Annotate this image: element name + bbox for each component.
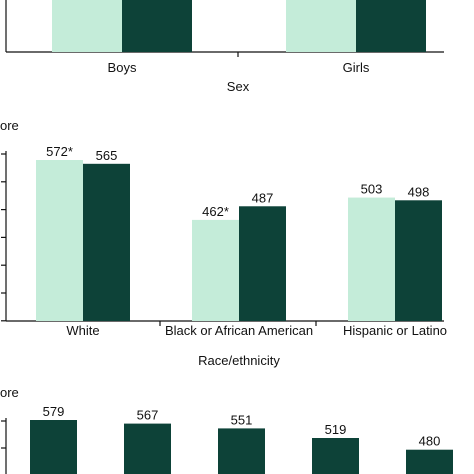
data-label-bottom-3: 519 bbox=[325, 422, 347, 437]
sex-panel: Boys Girls Sex bbox=[5, 0, 444, 94]
data-label-race-series2-1: 487 bbox=[252, 190, 274, 205]
bar-sex-series1-1 bbox=[286, 0, 356, 52]
data-label-race-series1-1: 462* bbox=[202, 204, 229, 219]
x-tick-label-hispanic: Hispanic or Latino bbox=[343, 323, 447, 338]
bar-race-series1-1 bbox=[192, 219, 239, 321]
race-x-axis-title: Race/ethnicity bbox=[198, 353, 280, 368]
bar-race-series2-0 bbox=[83, 163, 130, 321]
bar-bottom-3 bbox=[312, 438, 359, 474]
bar-bottom-4 bbox=[406, 449, 453, 474]
data-label-race-series2-0: 565 bbox=[96, 148, 118, 163]
data-label-race-series2-2: 498 bbox=[408, 184, 430, 199]
bar-bottom-2 bbox=[218, 428, 265, 474]
x-tick-label-boys: Boys bbox=[108, 60, 137, 75]
bottom-panel: ore 579 567 551 519 480 bbox=[0, 385, 453, 474]
x-tick-label-black: Black or African American bbox=[165, 323, 313, 338]
bottom-y-axis-title: ore bbox=[0, 385, 19, 400]
bar-sex-series2-1 bbox=[356, 0, 426, 52]
x-tick-label-girls: Girls bbox=[343, 60, 370, 75]
x-tick-label-white: White bbox=[66, 323, 99, 338]
bar-race-series1-2 bbox=[348, 197, 395, 321]
data-label-race-series1-2: 503 bbox=[361, 182, 383, 197]
bar-sex-series2-0 bbox=[122, 0, 192, 52]
data-label-bottom-0: 579 bbox=[43, 404, 65, 419]
data-label-bottom-1: 567 bbox=[137, 408, 159, 423]
bar-race-series1-0 bbox=[36, 160, 83, 321]
sex-x-axis-title: Sex bbox=[227, 79, 250, 94]
race-y-axis-title: ore bbox=[0, 118, 19, 133]
race-panel: ore 572* 565 462* 487 503 498 White Black or … bbox=[0, 118, 447, 368]
data-label-race-series1-0: 572* bbox=[46, 144, 73, 159]
bar-bottom-1 bbox=[124, 423, 171, 474]
bar-race-series2-2 bbox=[395, 200, 442, 321]
bar-race-series2-1 bbox=[239, 206, 286, 321]
data-label-bottom-4: 480 bbox=[419, 434, 441, 449]
bar-sex-series1-0 bbox=[52, 0, 122, 52]
data-label-bottom-2: 551 bbox=[231, 412, 253, 427]
bar-bottom-0 bbox=[30, 420, 77, 474]
